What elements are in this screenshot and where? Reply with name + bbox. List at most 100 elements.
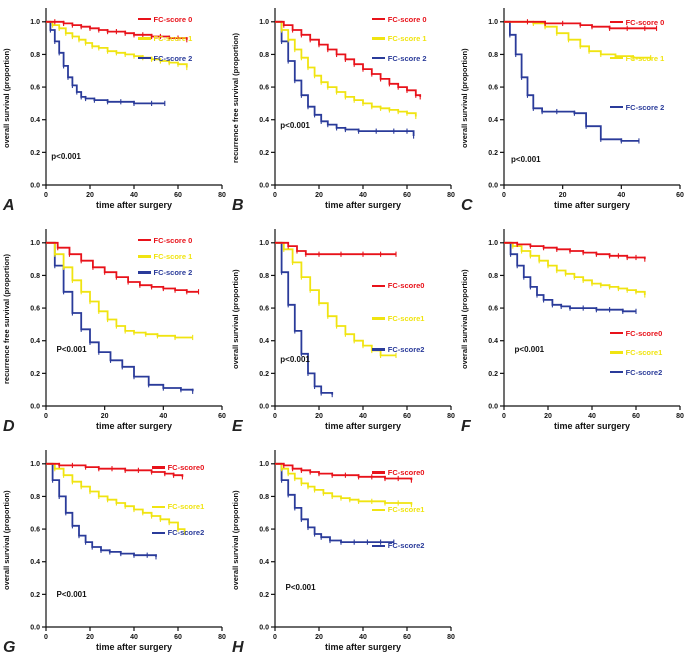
svg-text:80: 80 [447, 413, 455, 420]
svg-text:20: 20 [86, 634, 94, 641]
svg-text:0.4: 0.4 [30, 117, 40, 124]
svg-text:60: 60 [403, 192, 411, 199]
km-panel: 0.0 0.2 0.4 0.6 0.8 1.0 0 20 40 60 80 overall surv… [0, 0, 229, 221]
survival-plot: 0.0 0.2 0.4 0.6 0.8 1.0 0 20 40 60 80 [30, 8, 226, 199]
svg-text:0.4: 0.4 [30, 559, 40, 566]
x-axis-label: time after surgery [95, 421, 173, 431]
svg-text:40: 40 [359, 413, 367, 420]
svg-text:60: 60 [632, 413, 640, 420]
svg-text:80: 80 [218, 192, 226, 199]
svg-text:0.2: 0.2 [30, 150, 40, 157]
km-panel: 0.0 0.2 0.4 0.6 0.8 1.0 0 20 40 60 recurrence fre… [0, 221, 229, 442]
svg-text:0.2: 0.2 [30, 592, 40, 599]
svg-text:40: 40 [588, 413, 596, 420]
p-value: p<0.001 [511, 155, 541, 165]
survival-plot: 0.0 0.2 0.4 0.6 0.8 1.0 0 20 40 60 80 [259, 229, 455, 420]
svg-text:1.0: 1.0 [259, 19, 269, 26]
svg-text:60: 60 [676, 192, 684, 199]
x-axis-label: time after surgery [95, 200, 173, 210]
svg-text:0.0: 0.0 [30, 403, 40, 410]
svg-text:0.2: 0.2 [259, 592, 269, 599]
svg-text:0.4: 0.4 [259, 117, 269, 124]
km-panel: 0.0 0.2 0.4 0.6 0.8 1.0 0 20 40 60 80 overall surv… [229, 221, 458, 442]
svg-text:1.0: 1.0 [259, 240, 269, 247]
survival-plot: 0.0 0.2 0.4 0.6 0.8 1.0 0 20 40 60 80 [259, 450, 455, 641]
svg-text:1.0: 1.0 [30, 461, 40, 468]
svg-text:60: 60 [174, 634, 182, 641]
svg-text:0.6: 0.6 [259, 84, 269, 91]
svg-text:0: 0 [502, 413, 506, 420]
p-value: p<0.001 [280, 355, 310, 365]
svg-text:0.0: 0.0 [488, 403, 498, 410]
svg-text:0.6: 0.6 [30, 84, 40, 91]
svg-text:60: 60 [174, 192, 182, 199]
svg-text:0: 0 [273, 413, 277, 420]
svg-text:0.8: 0.8 [30, 273, 40, 280]
km-panel: 0.0 0.2 0.4 0.6 0.8 1.0 0 20 40 60 80 overall surv… [458, 221, 687, 442]
svg-text:40: 40 [130, 192, 138, 199]
svg-text:0.2: 0.2 [30, 371, 40, 378]
svg-text:0.0: 0.0 [259, 403, 269, 410]
svg-text:0.0: 0.0 [30, 624, 40, 631]
km-panel: 0.0 0.2 0.4 0.6 0.8 1.0 0 20 40 60 80 overall surv… [0, 442, 229, 663]
survival-plot: 0.0 0.2 0.4 0.6 0.8 1.0 0 20 40 60 80 [259, 8, 455, 199]
svg-text:0.6: 0.6 [488, 305, 498, 312]
svg-text:0.2: 0.2 [259, 150, 269, 157]
svg-text:20: 20 [315, 413, 323, 420]
svg-text:40: 40 [130, 634, 138, 641]
svg-text:60: 60 [218, 413, 226, 420]
svg-text:80: 80 [447, 192, 455, 199]
svg-text:40: 40 [159, 413, 167, 420]
svg-text:60: 60 [403, 413, 411, 420]
svg-text:0.8: 0.8 [488, 52, 498, 59]
y-axis-label: recurrence free survival (proportion) [2, 253, 11, 385]
svg-text:0.8: 0.8 [30, 494, 40, 501]
panel-letter: A [3, 197, 15, 214]
svg-text:40: 40 [359, 634, 367, 641]
panel-letter: C [461, 197, 473, 214]
panel-letter: H [232, 639, 244, 656]
p-value: p<0.001 [514, 345, 545, 355]
svg-text:20: 20 [544, 413, 552, 420]
km-panel: 0.0 0.2 0.4 0.6 0.8 1.0 0 20 40 60 80 recurrence f… [229, 0, 458, 221]
svg-text:60: 60 [403, 634, 411, 641]
svg-text:0.2: 0.2 [488, 371, 498, 378]
svg-text:0.0: 0.0 [259, 624, 269, 631]
y-axis-label: recurrence free survival (proportion) [231, 32, 240, 164]
survival-plot: 0.0 0.2 0.4 0.6 0.8 1.0 0 20 40 60 [30, 229, 226, 420]
svg-text:0.4: 0.4 [259, 338, 269, 345]
svg-text:0.2: 0.2 [488, 150, 498, 157]
x-axis-label: time after surgery [324, 642, 402, 652]
svg-text:0: 0 [44, 192, 48, 199]
panel-letter: B [232, 197, 244, 214]
svg-text:20: 20 [559, 192, 567, 199]
svg-text:0.0: 0.0 [30, 182, 40, 189]
p-value: p<0.001 [280, 120, 310, 130]
svg-text:1.0: 1.0 [488, 19, 498, 26]
y-axis-label: overall survival (proportion) [460, 48, 469, 148]
svg-text:0.8: 0.8 [259, 52, 269, 59]
p-value: P<0.001 [56, 345, 87, 355]
svg-text:0.6: 0.6 [30, 526, 40, 533]
km-panel: 0.0 0.2 0.4 0.6 0.8 1.0 0 20 40 60 overall surviv… [458, 0, 687, 221]
svg-text:0.6: 0.6 [30, 305, 40, 312]
svg-text:20: 20 [86, 192, 94, 199]
svg-text:1.0: 1.0 [488, 240, 498, 247]
svg-text:0: 0 [44, 634, 48, 641]
svg-text:0.0: 0.0 [259, 182, 269, 189]
x-axis-label: time after surgery [95, 642, 173, 652]
survival-plot: 0.0 0.2 0.4 0.6 0.8 1.0 0 20 40 60 80 [30, 450, 226, 641]
svg-text:80: 80 [447, 634, 455, 641]
y-axis-label: overall survival (proportion) [231, 269, 240, 369]
x-axis-label: time after surgery [324, 421, 402, 431]
svg-text:0.4: 0.4 [259, 559, 269, 566]
svg-text:40: 40 [359, 192, 367, 199]
survival-plot: 0.0 0.2 0.4 0.6 0.8 1.0 0 20 40 60 [488, 8, 684, 199]
svg-text:0.8: 0.8 [30, 52, 40, 59]
svg-text:0: 0 [273, 634, 277, 641]
svg-text:1.0: 1.0 [30, 240, 40, 247]
y-axis-label: overall survival (proportion) [2, 490, 11, 590]
svg-text:0.4: 0.4 [488, 338, 498, 345]
svg-text:0.8: 0.8 [259, 273, 269, 280]
